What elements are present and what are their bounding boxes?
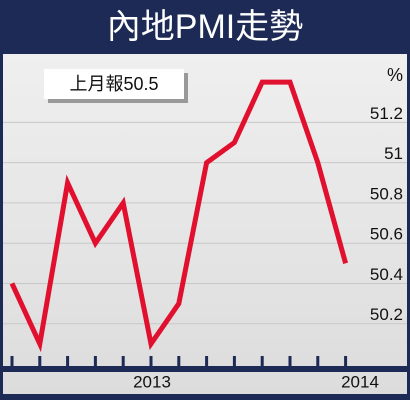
y-tick-label: 51.2 (370, 104, 403, 123)
x-tick (316, 356, 320, 366)
y-tick-label: 50.2 (370, 305, 403, 324)
y-tick-label: 50.8 (370, 184, 403, 203)
x-tick (177, 356, 181, 366)
x-tick (38, 356, 42, 366)
annotation: 上月報50.5 (69, 74, 158, 94)
x-tick (288, 356, 292, 366)
bottom-band (0, 394, 410, 400)
y-unit: % (387, 65, 403, 85)
x-axis-band (0, 366, 410, 372)
header-band (0, 0, 410, 54)
x-group-label: 2013 (133, 372, 171, 391)
x-tick (121, 356, 125, 366)
x-tick (205, 356, 209, 366)
y-tick-label: 50.4 (370, 265, 403, 284)
right-border (407, 54, 410, 400)
left-border (0, 54, 3, 400)
x-tick (149, 356, 153, 366)
x-tick (93, 356, 97, 366)
data-line (9, 79, 349, 353)
x-tick (344, 356, 348, 366)
x-tick (10, 356, 14, 366)
x-tick (66, 356, 70, 366)
x-tick (232, 356, 236, 366)
x-group-label: 2014 (341, 372, 379, 391)
annotation-box (44, 69, 184, 99)
y-tick-label: 50.6 (370, 225, 403, 244)
x-tick (260, 356, 264, 366)
chart-title: 內地PMI走勢 (107, 8, 303, 46)
y-tick-label: 51 (384, 144, 403, 163)
